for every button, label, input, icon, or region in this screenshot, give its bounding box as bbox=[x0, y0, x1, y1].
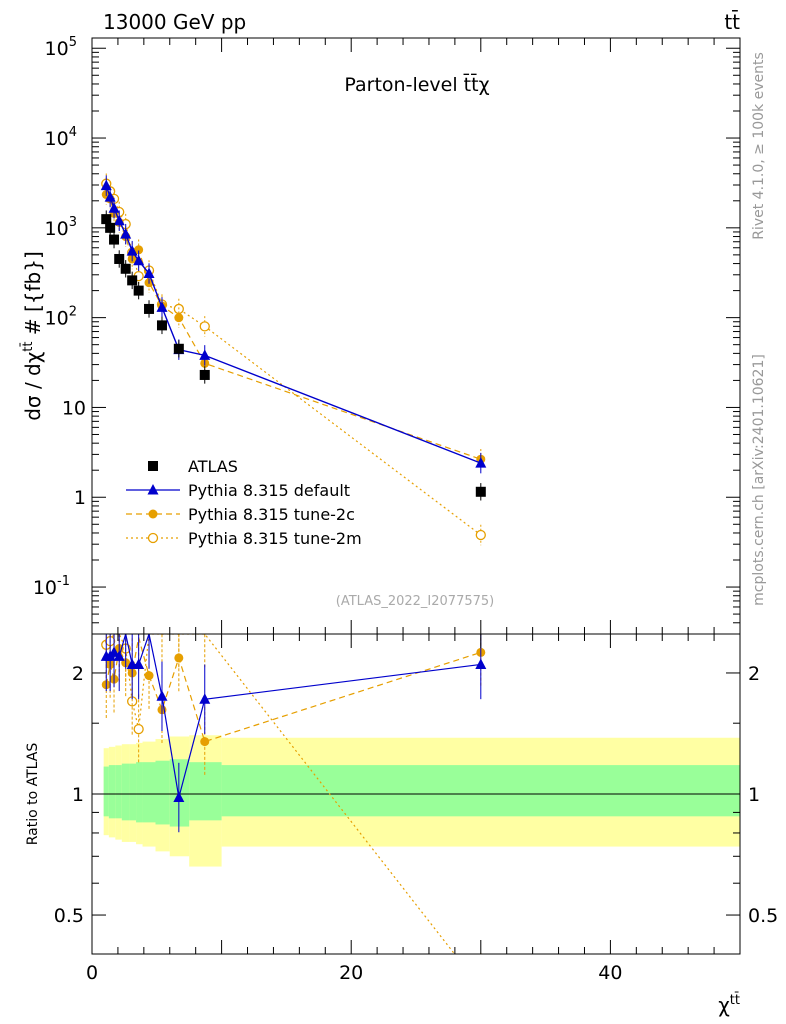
ratio-y-axis-label: Ratio to ATLAS bbox=[25, 743, 41, 846]
data-point bbox=[133, 254, 145, 266]
uncertainty-band-inner bbox=[121, 763, 130, 821]
ratio-data-point bbox=[156, 690, 168, 701]
watermark-label: (ATLAS_2022_I2077575) bbox=[336, 594, 494, 609]
data-point bbox=[199, 321, 210, 332]
ratio-y-tick-label: 1 bbox=[72, 784, 84, 806]
header-process-label: tt̄ bbox=[724, 9, 740, 34]
ratio-data-point bbox=[108, 646, 120, 657]
data-point bbox=[199, 349, 211, 360]
ratio-data-point bbox=[476, 983, 485, 992]
y-tick-label: 104 bbox=[45, 125, 77, 150]
ratio-data-point bbox=[200, 737, 210, 747]
data-point bbox=[475, 529, 486, 541]
ratio-data-point bbox=[173, 791, 185, 803]
y-tick-label: 1 bbox=[74, 487, 86, 509]
plot-title: Parton-level t̄t̄χ bbox=[344, 72, 489, 96]
data-point bbox=[100, 179, 112, 191]
ratio-series-pythia-8-315-default bbox=[100, 634, 487, 833]
data-point bbox=[174, 313, 184, 323]
data-point bbox=[113, 214, 125, 226]
uncertainty-band-inner bbox=[142, 762, 156, 823]
ratio-plot-panel: 0.5 0.5 1 1 2 2 0 20 40 bbox=[54, 633, 778, 992]
data-point bbox=[126, 245, 138, 256]
rivet-version-label: Rivet 4.1.0, ≥ 100k events bbox=[751, 52, 767, 240]
data-point bbox=[173, 343, 184, 354]
legend-item: ATLAS bbox=[148, 457, 238, 476]
ratio-data-point bbox=[133, 723, 144, 735]
data-point bbox=[143, 267, 155, 279]
data-point bbox=[108, 202, 120, 213]
ratio-data-point bbox=[133, 658, 145, 669]
header-energy-label: 13000 GeV pp bbox=[103, 10, 246, 34]
y-tick-label: 103 bbox=[45, 215, 77, 240]
data-point bbox=[144, 303, 155, 314]
mcplots-source-label: mcplots.cern.ch [arXiv:2401.10621] bbox=[751, 354, 767, 606]
data-point bbox=[114, 253, 125, 264]
ratio-data-point bbox=[199, 693, 211, 704]
x-tick-label: 20 bbox=[339, 962, 363, 984]
data-point bbox=[199, 369, 210, 380]
y-tick-label: 102 bbox=[45, 305, 77, 330]
data-point bbox=[109, 234, 120, 245]
y-tick-label: 10-1 bbox=[33, 574, 70, 599]
legend-marker bbox=[148, 509, 158, 519]
data-point bbox=[127, 275, 138, 286]
data-point bbox=[156, 301, 168, 312]
legend-label: Pythia 8.315 tune-2m bbox=[188, 529, 362, 548]
data-point bbox=[104, 191, 116, 202]
data-point bbox=[156, 320, 167, 331]
legend-label: Pythia 8.315 tune-2c bbox=[188, 505, 355, 524]
series-atlas bbox=[101, 210, 486, 501]
legend-label: Pythia 8.315 default bbox=[188, 481, 350, 500]
legend-marker bbox=[147, 532, 159, 544]
legend-item: Pythia 8.315 tune-2m bbox=[126, 529, 362, 548]
x-axis-label: χtt̄ bbox=[718, 993, 740, 1017]
ratio-y-tick-label-right: 2 bbox=[748, 663, 760, 685]
data-point bbox=[133, 285, 144, 296]
main-plot-panel: 10-1 1 10 102 103 104 105 Parton-level t̄t̄χ (… bbox=[33, 35, 741, 635]
uncertainty-band-inner bbox=[189, 762, 222, 821]
uncertainty-band-inner bbox=[108, 765, 116, 819]
legend-marker bbox=[148, 461, 158, 471]
ratio-data-point bbox=[475, 658, 487, 669]
ratio-y-tick-label-right: 1 bbox=[748, 784, 760, 806]
x-tick-label: 0 bbox=[86, 962, 98, 984]
data-point bbox=[134, 245, 144, 255]
ratio-data-point bbox=[174, 653, 184, 663]
legend-item: Pythia 8.315 default bbox=[126, 481, 350, 500]
legend: ATLAS Pythia 8.315 default Pythia 8.315 tu… bbox=[126, 457, 362, 548]
legend-label: ATLAS bbox=[188, 457, 238, 476]
data-point bbox=[120, 228, 132, 239]
uncertainty-band-inner bbox=[155, 760, 170, 825]
uncertainty-band-inner bbox=[221, 765, 740, 817]
uncertainty-band-inner bbox=[103, 766, 109, 817]
ratio-y-tick-label-right: 0.5 bbox=[748, 905, 778, 927]
uncertainty-band-inner bbox=[115, 765, 122, 819]
y-tick-label: 10 bbox=[62, 397, 86, 419]
legend-item: Pythia 8.315 tune-2c bbox=[126, 505, 355, 524]
ratio-data-point bbox=[113, 650, 125, 661]
y-tick-label: 105 bbox=[45, 35, 77, 60]
ratio-y-tick-label: 0.5 bbox=[54, 905, 84, 927]
data-point bbox=[120, 263, 131, 274]
uncertainty-band-inner bbox=[136, 762, 143, 823]
data-point bbox=[475, 486, 486, 497]
ratio-y-tick-label: 2 bbox=[72, 663, 84, 685]
uncertainty-band-inner bbox=[129, 763, 137, 821]
x-tick-label: 40 bbox=[598, 962, 622, 984]
data-point bbox=[105, 222, 116, 233]
main-y-axis-label: dσ / dχtt̄ # [{fb}] bbox=[21, 251, 45, 421]
legend-marker bbox=[147, 484, 159, 495]
data-point bbox=[101, 214, 112, 225]
ratio-data-point bbox=[144, 671, 154, 681]
data-point bbox=[475, 457, 487, 468]
